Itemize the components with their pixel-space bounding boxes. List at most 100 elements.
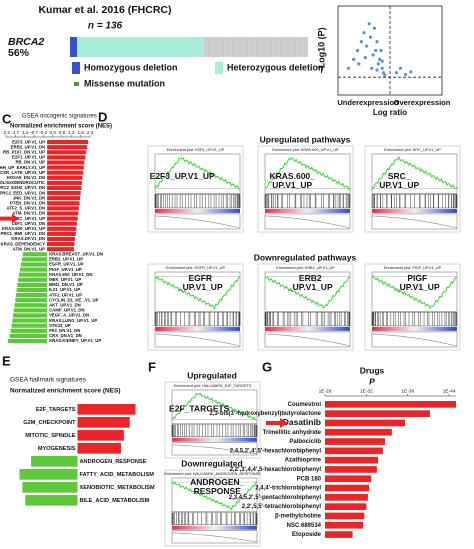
point: [362, 31, 366, 35]
category-label: KRAS.600_UP.V1_UP: [2, 226, 45, 231]
category-label: Palbociclib: [289, 439, 321, 445]
panel-letter: C: [2, 111, 12, 126]
category-label: ATM_DN.V1_UP: [13, 246, 46, 251]
chart-title: GSEA oncogenic signatures: [22, 114, 97, 120]
point: [409, 70, 413, 74]
legend-swatch: [74, 82, 79, 86]
bar: [47, 185, 82, 191]
x-tick-label: 1E-26: [319, 388, 332, 394]
bar: [47, 221, 77, 226]
bar: [20, 267, 48, 272]
x-tick-label: 2.3: [87, 130, 94, 135]
category-label: ATM_DN.V1_DN: [12, 211, 45, 216]
plot-frame: [364, 145, 461, 233]
group-title: Upregulated pathways: [260, 134, 351, 144]
category-label: NSC 689534: [287, 523, 322, 529]
bar: [22, 252, 48, 257]
point: [378, 57, 382, 62]
bar: [18, 277, 48, 282]
legend-swatch: [72, 62, 80, 74]
category-label: LEF1_UP.V1_DN: [12, 221, 45, 226]
plot-title: Enrichment plot: E2F3_UP.V1_UP: [167, 148, 225, 152]
category-label: E2F3_UP.V1_UP: [12, 139, 45, 144]
bar: [47, 170, 84, 175]
bar: [77, 430, 124, 441]
metric-panel: [264, 331, 351, 348]
x-tick-label: 1.8: [78, 130, 85, 135]
metric-panel: [371, 331, 458, 348]
category-label: KRAS.600_UP.V1_DN: [49, 272, 92, 277]
metric-panel: [154, 331, 241, 348]
chart-title: Drugs: [360, 365, 385, 375]
x-tick-label: -1.7: [11, 130, 19, 135]
bar: [22, 482, 78, 493]
point: [394, 71, 399, 75]
category-label: HOXA9_DN.V1_DN: [7, 175, 45, 180]
bar: [47, 175, 83, 180]
point: [352, 57, 356, 62]
rank-gradient: [265, 326, 350, 331]
rank-gradient: [155, 326, 240, 331]
metric-panel: [154, 213, 241, 230]
plot-label: RESPONSE: [194, 486, 242, 496]
rank-gradient: [372, 208, 457, 213]
axis-label: Normalized enrichment score (NES): [10, 388, 121, 395]
bar: [10, 328, 48, 333]
plot-title: Enrichment plot: EGFR_UP.V1_UP: [166, 266, 225, 270]
bar: [47, 155, 86, 160]
plot-label: E2F_TARGETS: [169, 404, 230, 414]
plot-title: Enrichment plot: PIGF_UP.V1_UP: [384, 266, 442, 270]
point: [381, 71, 386, 75]
category-label: PCB 180: [297, 476, 322, 482]
bar: [12, 318, 48, 323]
legend-label: Homozygous deletion: [84, 62, 178, 72]
chart-title: GSEA hallmark signatures: [10, 377, 87, 384]
category-label: IL21_UP.V1_UP: [49, 287, 80, 292]
category-label: FATTY_ACID_METABOLISM: [80, 472, 155, 478]
category-label: ATF2_UP.V1_UP: [49, 292, 82, 297]
bar: [47, 201, 80, 206]
point: [363, 56, 367, 60]
plot-frame: [257, 263, 354, 351]
category-label: PRC2_EZH2_UP.V1_DN: [0, 185, 45, 190]
bar: [19, 272, 48, 277]
bar: [16, 287, 48, 293]
metric-curve: [171, 532, 258, 543]
es-curve: [371, 275, 458, 309]
es-panel: [171, 477, 258, 513]
bar: [325, 410, 430, 417]
x-tick-label: 0.8: [59, 130, 66, 135]
category-label: MEK_UP.V1_UP: [49, 277, 81, 282]
bar: [325, 447, 383, 455]
bar: [47, 180, 82, 185]
metric-panel: [171, 442, 258, 456]
bar: [47, 165, 84, 170]
x-tick-label: -1.2: [21, 130, 29, 135]
category-label: Azathioprine: [285, 458, 322, 464]
plot-label: UP.V1_UP: [272, 180, 312, 190]
category-label: MITOTIC_SPINDLE: [25, 433, 76, 439]
point: [380, 59, 384, 63]
point: [375, 40, 379, 44]
bar: [325, 484, 370, 492]
bar: [9, 333, 48, 338]
bar: [325, 428, 392, 436]
bar: [325, 419, 405, 427]
metric-panel: [264, 213, 351, 230]
bar: [13, 313, 48, 318]
bar: [77, 443, 121, 454]
plot-label: ERB2: [299, 273, 322, 283]
category-label: β-methylcholine: [275, 514, 322, 520]
group-title: Downregulated pathways: [254, 252, 357, 262]
category-label: RB_P107_DN.V1_UP: [3, 149, 45, 154]
gene-label: BRCA2: [8, 36, 44, 48]
category-label: EGFR_UP.V1_UP: [49, 262, 84, 267]
y-axis-label: −Log10 (P): [316, 27, 326, 73]
category-label: RB_DN.V1_UP: [15, 160, 45, 165]
category-label: PRC2_EED_UP.V1_DN: [0, 190, 45, 195]
category-label: 2,3-bis(3'-hydroxybenzyl)butyrolactone: [210, 411, 322, 417]
highlight-arrow: [266, 417, 288, 428]
bar: [47, 247, 74, 252]
category-label: ERB2_UP.V1_DN: [11, 144, 45, 149]
plot-frame: [147, 263, 244, 351]
